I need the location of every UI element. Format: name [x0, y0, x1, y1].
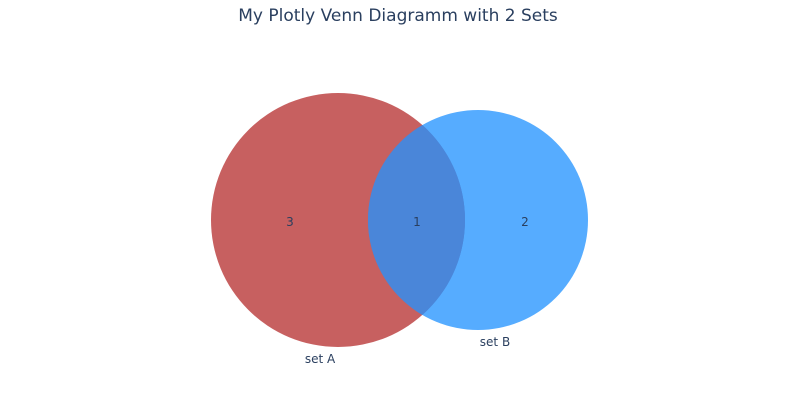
- region-intersection-label: 1: [413, 215, 421, 229]
- region-a-only-label: 3: [286, 215, 294, 229]
- intersection-region: [368, 110, 465, 330]
- region-b-only-label: 2: [521, 215, 529, 229]
- chart-title: My Plotly Venn Diagramm with 2 Sets: [238, 6, 558, 26]
- set-a-label: set A: [305, 352, 336, 366]
- set-b-label: set B: [480, 335, 510, 349]
